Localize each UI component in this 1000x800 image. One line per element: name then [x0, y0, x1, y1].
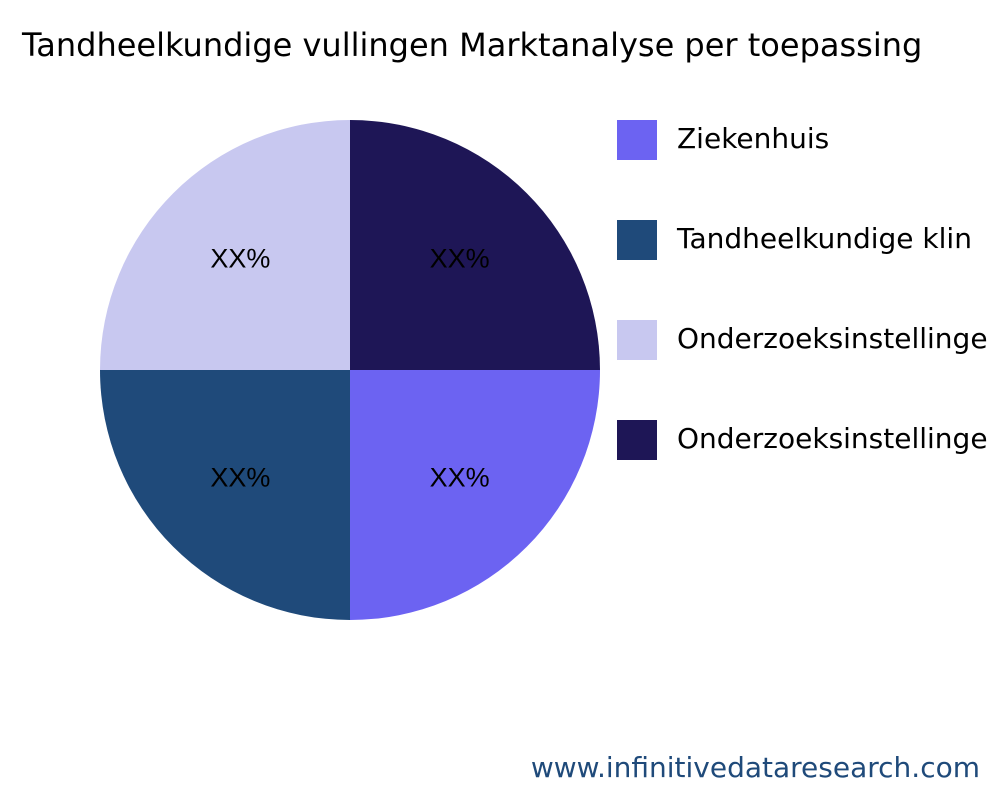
chart-title: Tandheelkundige vullingen Marktanalyse p…: [21, 26, 922, 64]
pie-slice: [100, 370, 350, 620]
slice-label: XX%: [210, 463, 270, 493]
legend-label: Ziekenhuis: [677, 122, 829, 155]
legend-swatch: [617, 120, 657, 160]
footer-url: www.infinitivedataresearch.com: [531, 751, 980, 784]
legend-swatch: [617, 420, 657, 460]
slice-label: XX%: [210, 244, 270, 274]
slice-label: XX%: [430, 463, 490, 493]
pie-slice: [350, 120, 600, 370]
legend-label: Onderzoeksinstellinge: [677, 322, 988, 355]
pie-slice: [100, 120, 350, 370]
legend-label: Onderzoeksinstellinge: [677, 422, 988, 455]
legend-swatch: [617, 320, 657, 360]
pie-slice: [350, 370, 600, 620]
slice-label: XX%: [430, 244, 490, 274]
legend-swatch: [617, 220, 657, 260]
legend-label: Tandheelkundige klin: [676, 222, 972, 255]
